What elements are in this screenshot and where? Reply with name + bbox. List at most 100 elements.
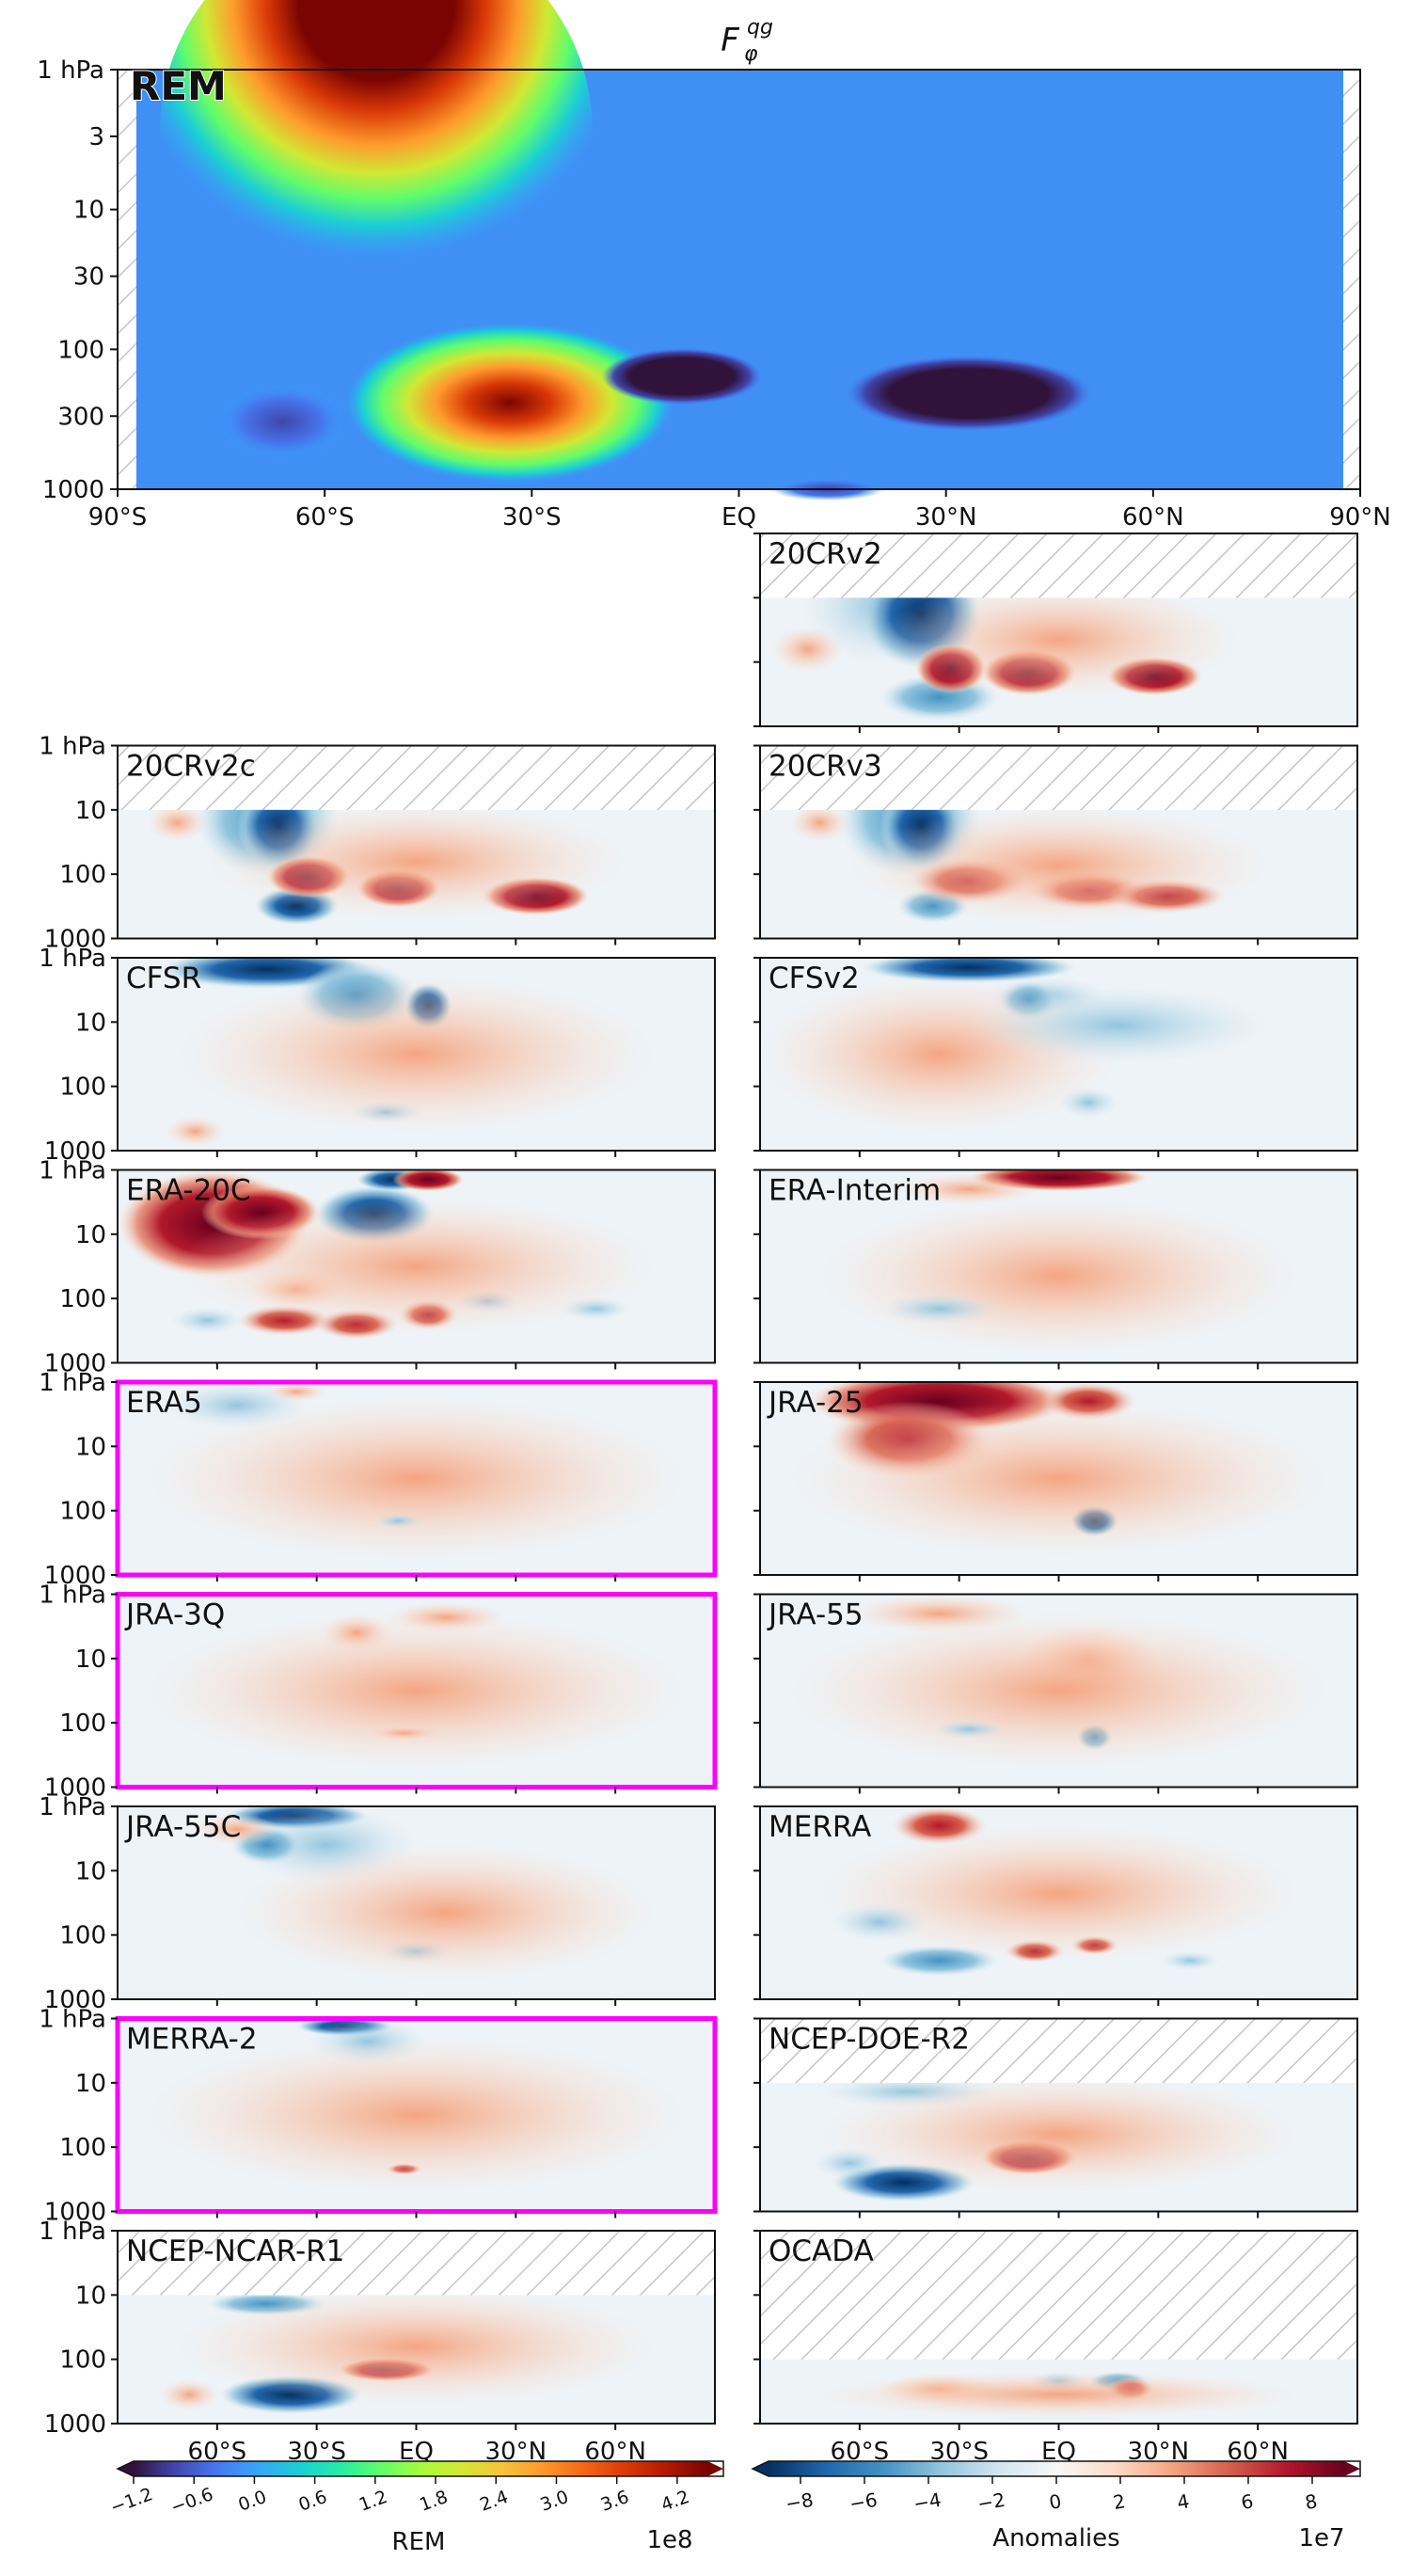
anomaly-contour xyxy=(195,1814,279,1845)
anomaly-contour xyxy=(147,1397,686,1560)
anomaly-contour xyxy=(819,1199,1298,1354)
colorbar-anomalies-multiplier: 1e7 xyxy=(1298,2524,1344,2552)
y-tick-label: 100 xyxy=(59,2134,106,2162)
svg-text:φ: φ xyxy=(744,42,758,66)
colorbar-rem-tick-label: 2.4 xyxy=(477,2487,511,2516)
anomaly-contour xyxy=(266,1382,327,1402)
colorbar-rem-tick-label: 0.6 xyxy=(296,2487,330,2516)
colorbar-rem: −1.2 −0.6 0.0 0.6 1.2 1.8 2.4 3.0 3.6 4.2 REM 1e8 xyxy=(108,2460,724,2556)
colorbar-anomalies-tick-label: 2 xyxy=(1111,2489,1127,2514)
panel-field xyxy=(118,958,715,1151)
panel-merra-2: 1 hPa 10 100 1000 MERRA-2 xyxy=(39,2006,718,2227)
panel-jra-55c: 1 hPa 10 100 1000 JRA-55C xyxy=(39,1793,716,2014)
rem-y-ticks: 1 hPa 3 10 30 100 300 1000 xyxy=(37,56,118,504)
colorbar-anomalies-tick-label: 8 xyxy=(1303,2489,1319,2514)
anomaly-contour xyxy=(789,809,850,842)
rem-x-tick-label: 60°N xyxy=(1122,503,1184,532)
panel-field xyxy=(760,958,1357,1151)
rem-y-tick-label: 10 xyxy=(73,197,104,225)
y-tick-label: 1000 xyxy=(44,1774,106,1803)
panel-20crv2c: 1 hPa 10 100 1000 20CRv2c xyxy=(39,733,716,954)
panel-label: 20CRv2c xyxy=(126,750,256,784)
panel-merra: MERRA xyxy=(753,1805,1358,2006)
panel-field xyxy=(118,2018,715,2212)
panel-label: JRA-3Q xyxy=(124,1598,225,1632)
panel-field xyxy=(760,2359,1357,2424)
panel-jra-3q: 1 hPa 10 100 1000 JRA-3Q xyxy=(39,1582,718,1803)
y-tick-label: 1 hPa xyxy=(39,2006,106,2034)
panel-field xyxy=(118,809,715,939)
panel-label: ERA-Interim xyxy=(769,1174,941,1208)
y-tick-label: 100 xyxy=(59,2346,106,2375)
panel-field xyxy=(760,1806,1357,1999)
colorbar-anomalies-tick-label: −4 xyxy=(912,2489,943,2516)
y-tick-label: 10 xyxy=(75,797,106,825)
y-tick-label: 1000 xyxy=(44,2410,106,2439)
anomaly-contour xyxy=(374,1513,422,1529)
y-tick-label: 1 hPa xyxy=(39,733,106,761)
panel-label: OCADA xyxy=(769,2234,874,2268)
colorbar-anomalies: −8 −6 −4 −2 0 2 4 6 8 Anomalies 1e7 xyxy=(751,2460,1361,2552)
anomaly-contour xyxy=(237,1845,656,1980)
anomaly-contour xyxy=(171,1307,244,1334)
panel-label: NCEP-DOE-R2 xyxy=(769,2023,970,2057)
y-tick-label: 10 xyxy=(75,2282,106,2310)
anomaly-contour xyxy=(177,1199,656,1334)
panel-ncep-ncar-r1: 1 hPa 10 100 1000 NCEP-NCAR-R1 xyxy=(39,2218,716,2439)
colorbar-rem-tick-label: 1.2 xyxy=(357,2487,390,2516)
panel-field xyxy=(760,809,1357,939)
panel-jra-25: JRA-25 xyxy=(753,1381,1358,1582)
y-tick-label: 1 hPa xyxy=(39,1793,106,1821)
panel-era5: 1 hPa 10 100 1000 ERA5 xyxy=(39,1369,718,1590)
anomaly-contour xyxy=(933,1719,1006,1740)
panel-label: ERA5 xyxy=(126,1386,202,1420)
colorbar-rem-tick-label: 3.0 xyxy=(537,2487,571,2516)
rem-dark-60s xyxy=(216,384,348,459)
anomaly-contour xyxy=(147,2038,686,2192)
y-tick-label: 10 xyxy=(75,1646,106,1674)
y-tick-label: 1000 xyxy=(44,1562,106,1590)
colorbar-anomalies-tick-label: 4 xyxy=(1175,2489,1191,2514)
colorbar-anomalies-tick-label: −6 xyxy=(848,2489,879,2516)
colorbar-rem-multiplier: 1e8 xyxy=(646,2526,692,2554)
panel-field xyxy=(118,1169,715,1363)
panel-label: JRA-55C xyxy=(124,1810,241,1844)
panel-label: NCEP-NCAR-R1 xyxy=(126,2234,344,2268)
anomaly-contour xyxy=(819,1825,1298,1961)
anomaly-contour xyxy=(789,1614,1328,1768)
colorbar-rem-label: REM xyxy=(392,2528,446,2556)
y-tick-label: 1000 xyxy=(44,1986,106,2014)
y-tick-label: 1 hPa xyxy=(39,1369,106,1397)
anomaly-contour xyxy=(832,1902,927,1942)
panel-label: ERA-20C xyxy=(126,1174,251,1208)
anomaly-contour xyxy=(849,809,1268,924)
anomaly-contour xyxy=(861,958,1077,983)
y-tick-label: 1000 xyxy=(44,1350,106,1378)
panel-field xyxy=(760,2082,1357,2212)
panel-label: CFSv2 xyxy=(769,962,860,995)
y-tick-label: 1000 xyxy=(44,2199,106,2227)
panel-cfsr: 1 hPa 10 100 1000 CFSR xyxy=(39,945,716,1166)
anomaly-contour xyxy=(819,2082,1298,2192)
anomaly-contour xyxy=(177,2295,656,2405)
rem-y-tick-label: 100 xyxy=(57,336,104,364)
panel-field xyxy=(118,1594,715,1788)
panel-ocada: OCADA xyxy=(753,2230,1358,2430)
panel-cfsv2: CFSv2 xyxy=(753,957,1358,1157)
y-tick-label: 10 xyxy=(75,1009,106,1037)
anomaly-contour xyxy=(880,597,1238,698)
rem-y-tick-label: 300 xyxy=(57,403,104,431)
y-tick-label: 100 xyxy=(59,861,106,889)
figure-title: F qg φ xyxy=(721,16,773,66)
rem-lower-maximum xyxy=(345,323,674,483)
panel-jra-55: JRA-55 xyxy=(753,1593,1358,1794)
anomaly-contour xyxy=(1160,1950,1220,1971)
anomaly-contour xyxy=(159,2378,219,2410)
colorbar-rem-tick-label: 0.0 xyxy=(235,2487,269,2516)
colorbar-anomalies-label: Anomalies xyxy=(992,2524,1119,2552)
y-tick-label: 100 xyxy=(59,1922,106,1950)
colorbar-rem-tick-label: −0.6 xyxy=(168,2484,216,2518)
anomaly-contour xyxy=(147,1614,686,1768)
rem-x-tick-label: 90°S xyxy=(88,503,148,532)
y-tick-label: 1 hPa xyxy=(39,2218,106,2246)
